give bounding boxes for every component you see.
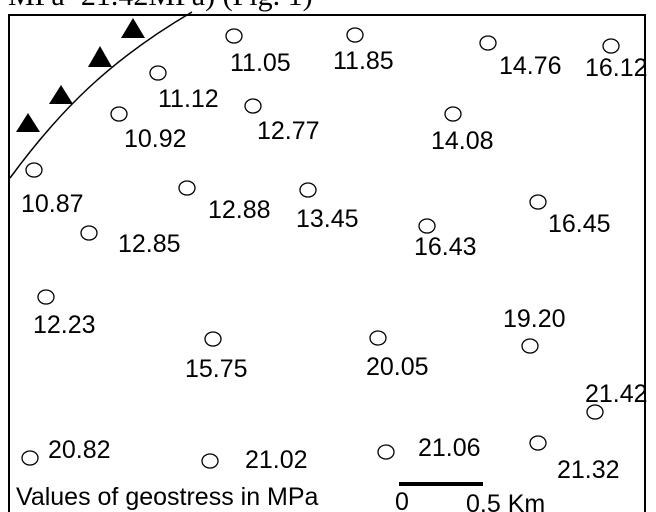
station-marker: [80, 225, 98, 241]
geostress-value: 12.85: [118, 230, 181, 258]
station-marker: [204, 331, 222, 347]
geostress-value: 12.23: [33, 311, 96, 339]
fault-triangle-1: [16, 113, 40, 132]
station-marker: [377, 444, 395, 460]
geostress-value: 12.88: [208, 196, 271, 224]
geostress-value: 12.77: [257, 117, 320, 145]
scale-start-label: 0: [395, 488, 409, 512]
station-marker: [244, 98, 262, 114]
geostress-value: 15.75: [185, 355, 248, 383]
fault-triangle-2: [49, 85, 73, 104]
geostress-value: 21.32: [557, 456, 620, 484]
geostress-value: 11.12: [158, 85, 219, 113]
map-frame: [8, 14, 646, 512]
geostress-value: 14.76: [499, 52, 562, 80]
station-marker: [346, 27, 364, 43]
station-marker: [201, 453, 219, 469]
figure-caption-fragment: MPa~21.42MPa) (Fig. 1): [8, 0, 313, 14]
geostress-value: 11.85: [333, 47, 394, 75]
fault-triangle-4: [121, 18, 145, 38]
geostress-value: 21.02: [245, 446, 308, 474]
geostress-value: 21.06: [418, 434, 481, 462]
geostress-value: 19.20: [503, 305, 566, 333]
geostress-value: 21.42: [585, 380, 648, 408]
geostress-value: 20.82: [48, 436, 111, 464]
scale-end-label: 0.5 Km: [466, 490, 546, 512]
station-marker: [369, 330, 387, 346]
station-marker: [178, 180, 196, 196]
geostress-value: 20.05: [366, 353, 429, 381]
station-marker: [37, 289, 55, 305]
fault-triangle-3: [88, 46, 112, 67]
geostress-value: 16.45: [548, 210, 611, 238]
station-marker: [21, 450, 39, 466]
station-marker: [25, 162, 43, 178]
station-marker: [110, 106, 128, 122]
station-markers: [21, 27, 620, 469]
geostress-value: 16.43: [414, 233, 477, 261]
station-marker: [225, 28, 243, 44]
geostress-value: 13.45: [296, 205, 359, 233]
station-marker: [418, 218, 436, 234]
station-marker: [586, 404, 604, 420]
station-marker: [149, 65, 167, 81]
station-marker: [529, 435, 547, 451]
geostress-value: 14.08: [431, 127, 494, 155]
station-marker: [529, 194, 547, 210]
geostress-value: 10.92: [124, 125, 187, 153]
caption-clip: MPa~21.42MPa) (Fig. 1): [0, 0, 656, 18]
legend-label: Values of geostress in MPa: [16, 483, 319, 511]
station-marker: [521, 338, 539, 354]
station-marker: [602, 38, 620, 54]
geostress-value: 16.12: [585, 54, 648, 82]
station-marker: [299, 182, 317, 198]
fault-line: [9, 11, 193, 179]
station-marker: [444, 106, 462, 122]
geostress-value: 10.87: [21, 190, 84, 218]
station-marker: [479, 35, 497, 51]
geostress-value: 11.05: [230, 49, 291, 77]
